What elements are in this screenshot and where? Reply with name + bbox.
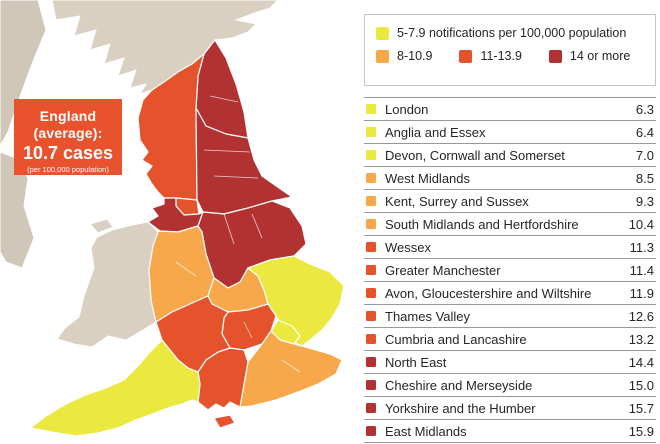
region-name: Kent, Surrey and Sussex [385, 193, 529, 209]
legend-swatch [376, 26, 389, 40]
region-value: 15.7 [628, 400, 654, 416]
map-region-devon-cornwall-and-somerset [29, 339, 201, 437]
legend-row-1: 5-7.9 notifications per 100,000 populati… [376, 26, 655, 40]
map-land-anglesey [89, 218, 114, 234]
region-name: Cumbria and Lancashire [385, 331, 527, 347]
band-swatch [366, 104, 376, 114]
table-row: Cumbria and Lancashire 13.2 [364, 328, 656, 351]
region-value: 6.4 [635, 124, 654, 140]
region-value: 12.6 [628, 308, 654, 324]
table-row: West Midlands 8.5 [364, 167, 656, 190]
band-swatch [366, 150, 376, 160]
table-row: Greater Manchester 11.4 [364, 259, 656, 282]
region-value: 9.3 [635, 193, 654, 209]
table-row: Anglia and Essex 6.4 [364, 121, 656, 144]
legend-label: 8-10.9 [397, 49, 433, 63]
region-value: 11.3 [629, 239, 654, 255]
legend-row-2: 8-10.9 11-13.9 14 or more [376, 49, 655, 63]
region-name: Yorkshire and the Humber [385, 400, 536, 416]
legend-label: 5-7.9 notifications per 100,000 populati… [397, 26, 627, 40]
band-swatch [366, 242, 376, 252]
region-name: Greater Manchester [385, 262, 501, 278]
region-value: 13.2 [628, 331, 654, 347]
table-row: Cheshire and Merseyside 15.0 [364, 374, 656, 397]
table-row: Thames Valley 12.6 [364, 305, 656, 328]
table-row: Yorkshire and the Humber 15.7 [364, 397, 656, 420]
region-name: East Midlands [385, 423, 467, 439]
region-value: 8.5 [635, 170, 654, 186]
region-name: North East [385, 354, 447, 370]
region-name: Devon, Cornwall and Somerset [385, 147, 565, 163]
region-name: Anglia and Essex [385, 124, 486, 140]
region-name: London [385, 101, 429, 117]
band-swatch [366, 311, 376, 321]
region-name: South Midlands and Hertfordshire [385, 216, 579, 232]
legend-item: 14 or more [548, 49, 631, 63]
map-land-hebrides [0, 0, 47, 147]
table-row: Kent, Surrey and Sussex 9.3 [364, 190, 656, 213]
region-value: 15.9 [628, 423, 654, 439]
band-swatch [366, 380, 376, 390]
england-average-box: England (average): 10.7 cases (per 100,0… [14, 99, 122, 175]
map-region-isle-of-wight [213, 414, 236, 429]
table-row: London 6.3 [364, 98, 656, 121]
table-row: Avon, Gloucestershire and Wiltshire 11.9 [364, 282, 656, 305]
band-swatch [366, 265, 376, 275]
legend-item: 11-13.9 [459, 49, 522, 63]
region-table: London 6.3 Anglia and Essex 6.4 Devon, C… [364, 97, 656, 443]
legend-label: 14 or more [569, 49, 631, 63]
region-value: 11.4 [629, 262, 654, 278]
table-row: Devon, Cornwall and Somerset 7.0 [364, 144, 656, 167]
band-swatch [366, 426, 376, 436]
region-value: 11.9 [629, 285, 654, 301]
legend-item: 8-10.9 [376, 49, 432, 63]
legend-box: 5-7.9 notifications per 100,000 populati… [364, 14, 656, 86]
legend-swatch [376, 49, 389, 63]
table-row: Wessex 11.3 [364, 236, 656, 259]
region-value: 7.0 [635, 147, 654, 163]
england-choropleth-map [0, 0, 344, 437]
legend-item: 5-7.9 notifications per 100,000 populati… [376, 26, 626, 40]
legend-swatch [459, 49, 473, 63]
band-swatch [366, 173, 376, 183]
annotation-note: (per 100,000 population) [27, 165, 109, 175]
table-row: North East 14.4 [364, 351, 656, 374]
region-value: 6.3 [635, 101, 654, 117]
region-value: 14.4 [628, 354, 654, 370]
band-swatch [366, 357, 376, 367]
band-swatch [366, 288, 376, 298]
band-swatch [366, 219, 376, 229]
annotation-value: 10.7 cases [22, 143, 114, 164]
legend-swatch [548, 49, 562, 63]
band-swatch [366, 196, 376, 206]
region-value: 15.0 [628, 377, 654, 393]
region-name: Thames Valley [385, 308, 471, 324]
table-row: East Midlands 15.9 [364, 420, 656, 443]
map-land-scotland [51, 0, 279, 95]
band-swatch [366, 403, 376, 413]
table-row: South Midlands and Hertfordshire 10.4 [364, 213, 656, 236]
region-name: Cheshire and Merseyside [385, 377, 533, 393]
region-name: Wessex [385, 239, 431, 255]
band-swatch [366, 127, 376, 137]
region-name: West Midlands [385, 170, 471, 186]
region-value: 10.4 [628, 216, 654, 232]
region-name: Avon, Gloucestershire and Wiltshire [385, 285, 592, 301]
county-boundaries [175, 95, 301, 373]
annotation-title-line2: (average): [33, 124, 103, 141]
band-swatch [366, 334, 376, 344]
legend-label: 11-13.9 [480, 49, 522, 63]
annotation-title-line1: England [39, 108, 97, 124]
